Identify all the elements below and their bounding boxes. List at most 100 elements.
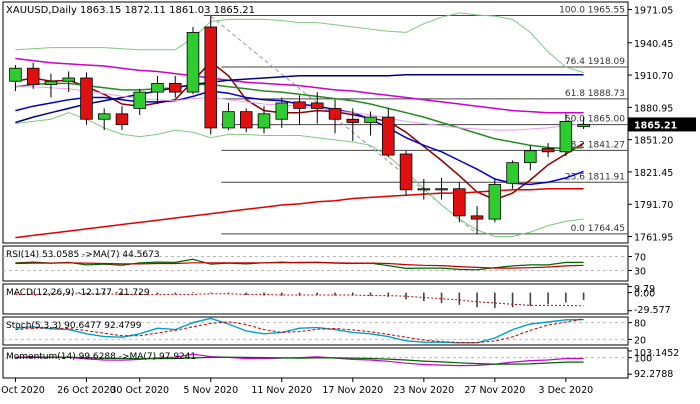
macd-histogram-bar: [565, 292, 567, 303]
x-axis-label: 27 Nov 2020: [464, 385, 525, 396]
candle-bullish: [186, 31, 200, 93]
candle-bearish: [453, 188, 466, 217]
overlay-line: [15, 82, 584, 150]
x-axis-label: 30 Oct 2020: [110, 385, 169, 396]
rsi-axis-tick-label: 70: [634, 253, 646, 264]
macd-histogram-bar: [458, 292, 461, 305]
macd-histogram-bar: [32, 292, 34, 294]
macd-axis-tick-label: 0.00: [634, 289, 655, 300]
macd-histogram-bar: [369, 292, 372, 296]
rsi-axis-tick-label: 30: [634, 267, 646, 278]
price-axis-tick-label: 1971.05: [634, 6, 673, 17]
x-axis-label: 11 Nov 2020: [251, 385, 312, 396]
price-axis-tick-label: 1910.70: [634, 71, 673, 82]
momentum-axis-tick-label: 103.1452: [634, 348, 679, 359]
macd-histogram-bar: [121, 292, 123, 296]
x-axis-label: 17 Nov 2020: [322, 385, 383, 396]
macd-label: MACD(12,26,9) -12.177 -21.729: [6, 288, 150, 298]
macd-histogram-bar: [405, 292, 407, 300]
candle-bullish: [417, 188, 431, 191]
momentum-label: Momentum(14) 99.6288 ->MA(7) 97.9241: [6, 352, 196, 362]
candle-bullish: [577, 124, 590, 128]
candle-bearish: [80, 77, 93, 120]
macd-histogram-bar: [156, 292, 159, 295]
macd-histogram-bar: [138, 292, 141, 296]
stoch-k-line: [15, 317, 584, 344]
candle-bullish: [506, 162, 519, 184]
candle-bearish: [239, 111, 253, 129]
macd-histogram-bar: [298, 292, 301, 296]
price-axis-tick-label: 1940.45: [634, 39, 673, 50]
candle-bearish: [115, 113, 129, 126]
price-panel: 100.0 1965.55 76.4 1918.09 61.8 1888.73 50.…: [2, 1, 696, 244]
candle-bullish: [435, 188, 448, 191]
macd-histogram-bar: [351, 292, 354, 296]
price-axis-tick-label: 1851.20: [634, 136, 673, 147]
chart-header: XAUUSD,Daily 1863.15 1872.11 1861.03 186…: [6, 5, 255, 16]
macd-axis-tick-label: -29.577: [634, 305, 671, 316]
macd-histogram-bar: [280, 292, 283, 296]
stoch-d-line: [15, 318, 584, 343]
overlay-line: [15, 12, 584, 74]
candle-bearish: [470, 215, 484, 220]
rsi-label: RSI(14) 53.0585 ->MA(7) 44.5673: [6, 250, 160, 260]
candle-bullish: [97, 113, 111, 120]
stoch-axis-tick-label: 80: [634, 319, 646, 330]
candle-bullish: [62, 77, 75, 82]
candle-bearish: [541, 148, 555, 153]
macd-histogram-bar: [85, 292, 88, 294]
macd-histogram-bar: [529, 292, 532, 307]
candle-bearish: [204, 26, 218, 129]
macd-histogram-bar: [387, 292, 390, 297]
stoch-axis-tick-label: 20: [634, 335, 646, 346]
candle-bullish: [9, 67, 22, 82]
candle-bullish: [44, 80, 58, 85]
macd-signal-line: [15, 293, 584, 307]
overlay-line: [15, 57, 584, 114]
rsi-ma-line: [15, 261, 584, 269]
candle-bullish: [275, 102, 289, 120]
macd-histogram-bar: [50, 292, 52, 294]
macd-histogram-bar: [440, 292, 443, 303]
candle-bearish: [399, 153, 413, 191]
candle-bullish: [133, 91, 146, 109]
stoch-label: Stoch(5,3,3) 90.6477 92.4799: [6, 321, 142, 331]
x-axis-label: 3 Dec 2020: [539, 385, 594, 396]
x-axis-label: 23 Nov 2020: [393, 385, 454, 396]
fib-level-label: 38.2 1841.27: [565, 140, 625, 150]
candle-bullish: [488, 183, 502, 220]
fib-level-label: 100.0 1965.55: [559, 6, 625, 16]
macd-histogram-bar: [494, 292, 496, 308]
macd-histogram-bar: [476, 292, 478, 308]
macd-histogram-bar: [67, 292, 70, 294]
momentum-axis-tick-label: 100: [634, 354, 652, 365]
fib-level-label: 61.8 1888.73: [565, 89, 625, 99]
candle-bullish: [364, 116, 377, 123]
macd-histogram-bar: [209, 292, 212, 294]
last-price-label: 1865.21: [634, 120, 677, 131]
candle-bullish: [257, 113, 271, 129]
price-axis-tick-label: 1791.70: [634, 200, 673, 211]
overlay-line: [15, 73, 584, 124]
macd-histogram-bar: [227, 292, 230, 294]
macd-histogram-bar: [14, 292, 17, 294]
macd-histogram-bar: [334, 292, 336, 296]
candle-bearish: [168, 83, 182, 93]
macd-panel: 9.790.00 -29.577 MACD(12,26,9) -12.177 -21…: [2, 283, 671, 316]
price-axis-tick-label: 1880.95: [634, 103, 673, 114]
fib-level-label: 76.4 1918.09: [565, 57, 625, 67]
candle-bearish: [26, 67, 40, 85]
fib-level-label: 23.6 1811.91: [565, 172, 625, 182]
price-axis-tick-label: 1761.95: [634, 233, 673, 244]
macd-histogram-bar: [582, 292, 585, 300]
macd-histogram-bar: [174, 292, 177, 295]
x-axis-label: 20 Oct 2020: [0, 385, 45, 396]
macd-histogram-bar: [547, 292, 549, 305]
fib-level-label: 0.0 1764.45: [571, 224, 625, 234]
macd-axis-tick-label: 9.79: [634, 284, 655, 295]
last-price-box: [628, 117, 696, 132]
